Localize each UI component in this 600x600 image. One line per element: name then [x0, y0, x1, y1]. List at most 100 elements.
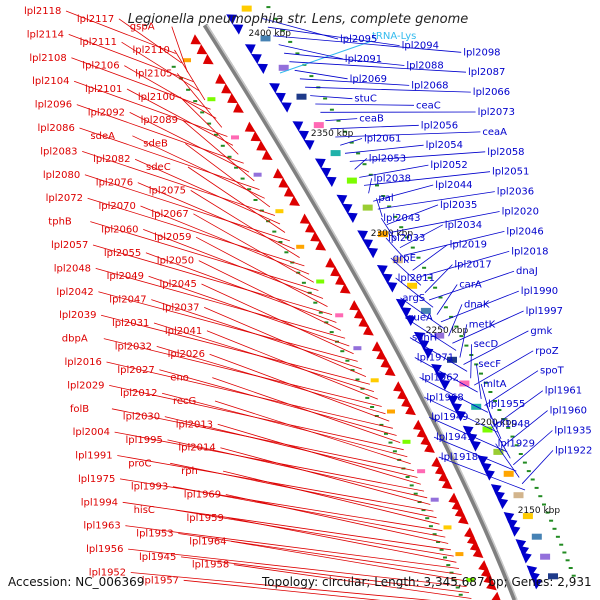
gene-category-block — [493, 448, 504, 455]
forward-gene-arrow — [431, 456, 443, 468]
forward-gene-arrow — [397, 389, 408, 400]
tick-mark — [545, 511, 550, 514]
right-label-connector — [380, 217, 396, 241]
gene-category-block — [420, 307, 431, 314]
gene-category-block — [335, 313, 344, 318]
reverse-gene-arrow — [280, 102, 292, 113]
gene-category-block — [260, 35, 271, 42]
gene-category-block — [392, 257, 403, 264]
right-label-connector — [470, 344, 472, 379]
tick-mark — [483, 381, 488, 384]
tick-mark — [393, 215, 398, 218]
forward-gene-label: lpl1953 — [136, 529, 173, 540]
left-label-connector — [140, 205, 310, 275]
tick-mark — [428, 525, 433, 528]
forward-gene-label: recG — [173, 396, 196, 407]
tick-mark — [427, 276, 432, 279]
tick-mark — [522, 461, 527, 464]
reverse-gene-arrow — [418, 339, 430, 351]
reverse-gene-arrow — [480, 462, 492, 474]
forward-gene-label: lpl2042 — [56, 287, 93, 298]
reverse-gene-label: ceaB — [359, 114, 384, 125]
tick-mark — [565, 559, 570, 562]
left-label-connector — [126, 88, 234, 146]
forward-gene-arrow — [256, 140, 268, 151]
reverse-gene-label: lpl1929 — [498, 439, 535, 450]
gene-category-block — [455, 552, 464, 557]
tick-mark — [392, 450, 397, 453]
forward-gene-arrow — [305, 222, 316, 233]
left-label-connector — [125, 525, 460, 569]
right-label-connector — [503, 410, 548, 446]
right-label-connector — [414, 357, 478, 393]
forward-gene-label: lpl2048 — [54, 263, 91, 274]
tick-mark — [273, 17, 278, 20]
left-label-connector — [65, 10, 176, 54]
gene-category-block — [434, 332, 445, 339]
forward-gene-label: lpl1975 — [78, 474, 115, 485]
reverse-gene-arrow — [298, 130, 309, 141]
reverse-gene-arrow — [422, 348, 434, 359]
right-label-connector — [473, 350, 534, 386]
forward-gene-arrow — [289, 195, 301, 206]
left-label-connector — [76, 104, 244, 164]
forward-gene-label: folB — [70, 404, 89, 415]
left-label-connector — [201, 283, 354, 355]
reverse-gene-label: lpl1968 — [426, 392, 463, 403]
left-label-connector — [121, 41, 200, 92]
tick-mark — [410, 246, 415, 249]
tick-mark — [227, 155, 232, 158]
left-label-connector — [228, 517, 457, 563]
forward-gene-arrow — [261, 149, 273, 161]
tick-mark — [432, 533, 437, 536]
forward-gene-label: lpl2111 — [80, 37, 117, 48]
reverse-gene-arrow — [314, 158, 326, 169]
left-label-connector — [101, 314, 370, 385]
left-label-connector — [148, 275, 350, 347]
tick-mark — [193, 100, 198, 103]
forward-gene-label: lpl2072 — [46, 193, 83, 204]
gene-category-block — [513, 492, 524, 499]
reverse-gene-label: lpl2051 — [492, 167, 529, 178]
left-label-connector — [132, 135, 265, 199]
tick-mark — [459, 335, 464, 338]
gene-category-block — [522, 513, 533, 520]
left-label-connector — [111, 408, 415, 471]
reverse-gene-label: lpl2044 — [435, 180, 472, 191]
gene-category-block — [503, 470, 514, 477]
forward-gene-label: lpl1957 — [142, 575, 179, 586]
forward-gene-label: hisC — [134, 505, 155, 516]
reverse-gene-label: gmk — [530, 326, 552, 337]
reverse-gene-label: metK — [469, 319, 496, 330]
reverse-gene-label: stuC — [354, 94, 376, 105]
tick-mark — [542, 503, 546, 506]
left-label-connector — [122, 501, 451, 551]
left-label-connector — [161, 392, 408, 458]
right-label-connector — [416, 250, 510, 279]
forward-gene-arrow — [393, 381, 404, 392]
right-label-connector — [363, 171, 491, 186]
right-label-connector — [294, 69, 348, 80]
right-label-connector — [495, 443, 520, 478]
forward-gene-label: lpl1994 — [81, 497, 118, 508]
left-label-connector — [176, 73, 223, 128]
tick-mark — [571, 574, 576, 577]
gene-category-block — [466, 577, 475, 582]
tick-mark — [452, 579, 457, 582]
left-label-connector — [212, 377, 401, 443]
forward-gene-label: lpl1952 — [89, 568, 126, 579]
right-label-connector — [340, 138, 363, 146]
forward-gene-arrow — [420, 434, 432, 446]
reverse-gene-arrow — [367, 247, 379, 259]
reverse-gene-label: lpl2036 — [497, 187, 534, 198]
forward-gene-label: lpl2086 — [38, 123, 75, 134]
tick-mark — [368, 173, 373, 176]
reverse-gene-label: grpE — [393, 253, 416, 264]
right-label-connector — [463, 330, 529, 365]
left-label-connector — [182, 119, 255, 182]
forward-gene-label: lpl2031 — [112, 318, 149, 329]
reverse-gene-arrow — [490, 484, 502, 496]
gene-category-block — [447, 356, 457, 363]
left-label-connector — [114, 431, 425, 492]
